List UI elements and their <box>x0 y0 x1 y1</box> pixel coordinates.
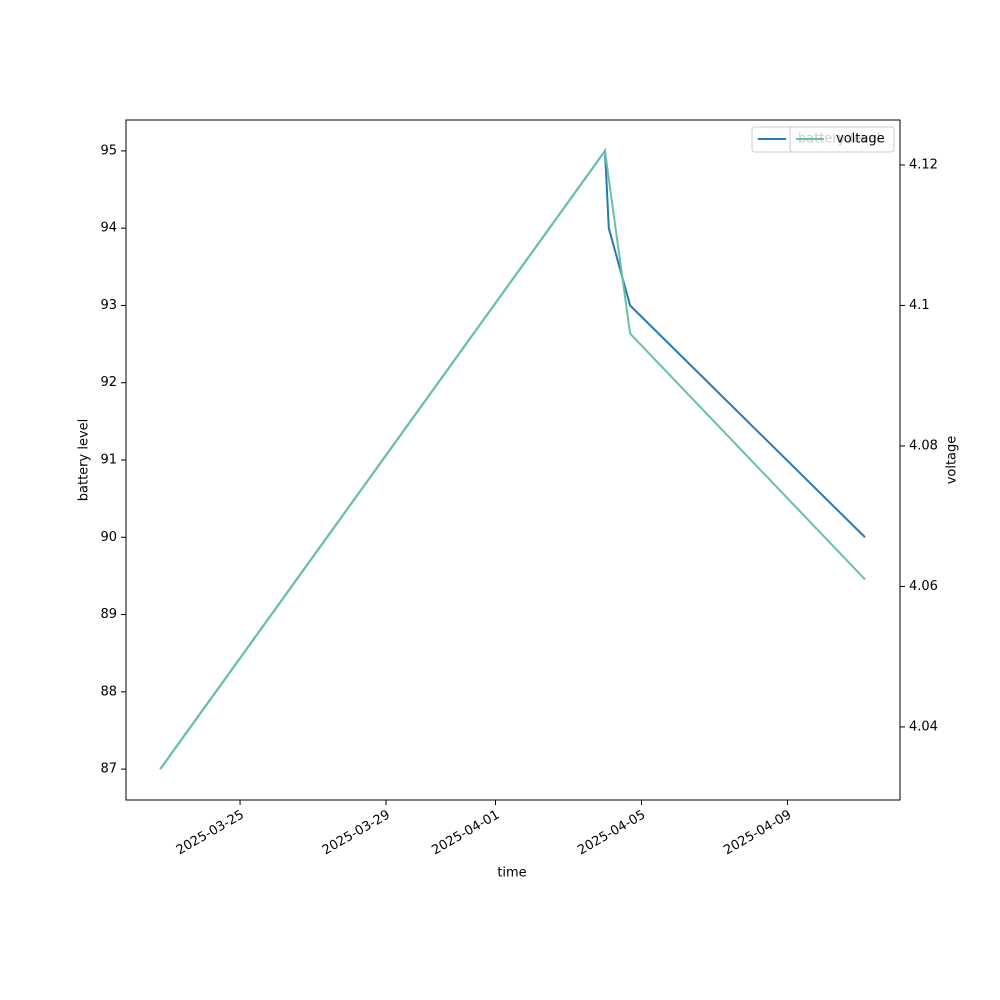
plot-frame <box>125 119 901 801</box>
x-tick-label: 2025-03-29 <box>320 808 393 859</box>
y2-tick-label: 4.06 <box>909 579 938 594</box>
x-tick-label: 2025-03-25 <box>174 808 247 859</box>
y-tick-label: 87 <box>100 762 117 777</box>
x-axis-label: time <box>497 866 526 881</box>
y2-axis-label: voltage <box>945 436 960 485</box>
y-tick-label: 88 <box>100 684 117 699</box>
line-series <box>159 148 866 770</box>
legend-label: voltage <box>836 132 885 147</box>
x-tick-label: 2025-04-05 <box>575 808 648 859</box>
y2-tick-label: 4.08 <box>909 438 938 453</box>
y-tick-label: 91 <box>100 453 117 468</box>
y-tick-label: 93 <box>100 298 117 313</box>
y-tick-label: 92 <box>100 375 117 390</box>
y-tick-label: 95 <box>100 143 117 158</box>
legend: voltage <box>789 126 895 153</box>
y2-tick-label: 4.12 <box>909 157 938 172</box>
y-tick-label: 89 <box>100 607 117 622</box>
x-tick-label: 2025-04-09 <box>721 808 794 859</box>
y-tick-label: 90 <box>100 530 117 545</box>
line-series <box>159 148 866 770</box>
y2-tick-label: 4.1 <box>909 298 930 313</box>
legend-box <box>789 126 895 153</box>
x-tick-label: 2025-04-01 <box>429 808 502 859</box>
y2-tick-label: 4.04 <box>909 719 938 734</box>
y-tick-label: 94 <box>100 221 117 236</box>
y-axis-label: battery level <box>77 419 92 502</box>
